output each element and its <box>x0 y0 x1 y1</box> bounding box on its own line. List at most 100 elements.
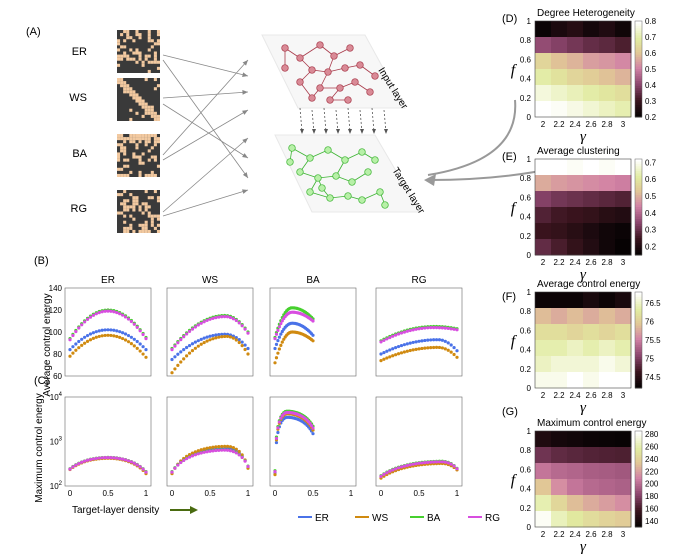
matrix-cell <box>126 137 130 141</box>
colorbar-segment <box>635 443 642 446</box>
colorbar-frame <box>634 291 643 389</box>
heatmap-frame <box>534 158 632 256</box>
colorbar-segment <box>635 202 642 206</box>
data-point-maximum <box>214 448 218 453</box>
data-point-average <box>106 333 110 337</box>
matrix-cell <box>126 208 130 212</box>
data-point-average <box>91 331 95 335</box>
data-point-maximum <box>94 456 98 461</box>
colorbar-segment <box>635 95 642 99</box>
x-tick-label: 0.5 <box>204 489 216 498</box>
gamma-tick-label: 2 <box>541 391 546 400</box>
matrix-cell <box>129 90 133 94</box>
matrix-cell <box>123 229 127 233</box>
matrix-label-ba: BA <box>72 148 87 160</box>
matrix-cell <box>150 114 154 118</box>
data-point-average <box>240 340 244 344</box>
heatmap-cell <box>615 447 632 464</box>
colorbar-segment <box>635 252 642 256</box>
heatmap-cell <box>551 324 568 341</box>
data-point-maximum <box>132 461 136 465</box>
matrix-cell <box>126 33 130 37</box>
colorbar-segment <box>635 73 642 77</box>
colorbar-segment <box>635 495 642 499</box>
network-node <box>371 156 379 164</box>
panel-label-g: (G) <box>502 406 518 418</box>
matrix-cell <box>138 229 142 233</box>
data-point-average <box>426 326 430 330</box>
colorbar-segment <box>635 359 642 363</box>
legend-label-ba: BA <box>427 513 441 524</box>
matrix-cell <box>156 30 160 34</box>
heatmap-cell <box>599 37 616 54</box>
matrix-cell <box>150 170 154 174</box>
data-point-average <box>446 348 450 352</box>
data-point-average <box>280 319 284 323</box>
matrix-cell <box>150 173 154 177</box>
arrowhead-icon <box>312 129 316 134</box>
heatmap-cell <box>599 479 616 496</box>
colorbar-segment <box>635 330 642 334</box>
data-point-average <box>385 349 389 353</box>
matrix-cell <box>135 143 139 147</box>
heatmap-cell <box>535 159 552 176</box>
gamma-tick-label: 2.4 <box>569 258 581 267</box>
heatmap-cell <box>567 431 584 448</box>
matrix-cell <box>126 57 130 61</box>
colorbar-segment <box>635 85 642 89</box>
heatmap-title: Maximum control energy <box>537 418 646 429</box>
arrow-line <box>162 59 249 156</box>
matrix-cell <box>123 214 127 218</box>
data-point-average <box>83 335 87 339</box>
data-point-average <box>85 317 90 321</box>
heatmap-cell <box>599 101 616 118</box>
data-point-average <box>455 349 459 353</box>
data-point-average <box>234 338 238 342</box>
arrowhead-icon <box>300 129 304 134</box>
matrix-cell <box>150 39 154 43</box>
colorbar-segment <box>635 49 642 53</box>
panel-label-f: (F) <box>502 291 516 303</box>
gamma-tick-label: 2.2 <box>553 120 565 129</box>
arrowhead-icon <box>348 129 352 134</box>
matrix-cell <box>138 158 142 162</box>
data-point-average <box>437 326 442 330</box>
heatmap-cell <box>599 356 616 373</box>
colorbar-tick-label: 0.8 <box>645 17 657 26</box>
matrix-cell <box>156 223 160 227</box>
matrix-cell <box>156 117 160 121</box>
matrix-cell <box>153 114 157 118</box>
matrix-cell <box>123 51 127 55</box>
network-node <box>346 44 354 52</box>
colorbar-segment <box>635 97 642 101</box>
gamma-axis-label: γ <box>580 539 587 555</box>
matrix-cell <box>135 137 139 141</box>
data-point-average <box>423 338 427 343</box>
gamma-tick-label: 2.8 <box>601 120 613 129</box>
matrix-cell <box>138 96 142 100</box>
matrix-cell <box>132 199 136 203</box>
data-point-average <box>109 328 113 332</box>
colorbar-segment <box>635 368 642 372</box>
colorbar-segment <box>635 493 642 497</box>
matrix-cell <box>144 108 148 112</box>
y-tick-label: 140 <box>49 284 63 293</box>
matrix-cell <box>153 117 157 121</box>
colorbar-segment <box>635 90 642 94</box>
matrix-cell <box>147 137 151 141</box>
data-point-average <box>129 335 133 339</box>
matrix-cell <box>141 114 145 118</box>
heatmap-cell <box>599 69 616 86</box>
colorbar-segment <box>635 105 642 108</box>
data-point-average <box>217 335 221 339</box>
plot-frame <box>64 396 152 487</box>
data-point-maximum <box>437 460 442 464</box>
ylabel-average-energy: Average control energy <box>42 293 53 396</box>
matrix-cell <box>126 90 130 94</box>
heatmap-cell <box>535 85 552 102</box>
tick-exponent: 3 <box>59 437 63 443</box>
data-point-maximum <box>220 448 224 452</box>
heatmap-cell <box>615 372 632 389</box>
data-point-maximum <box>115 456 119 460</box>
data-point-average <box>176 341 180 345</box>
